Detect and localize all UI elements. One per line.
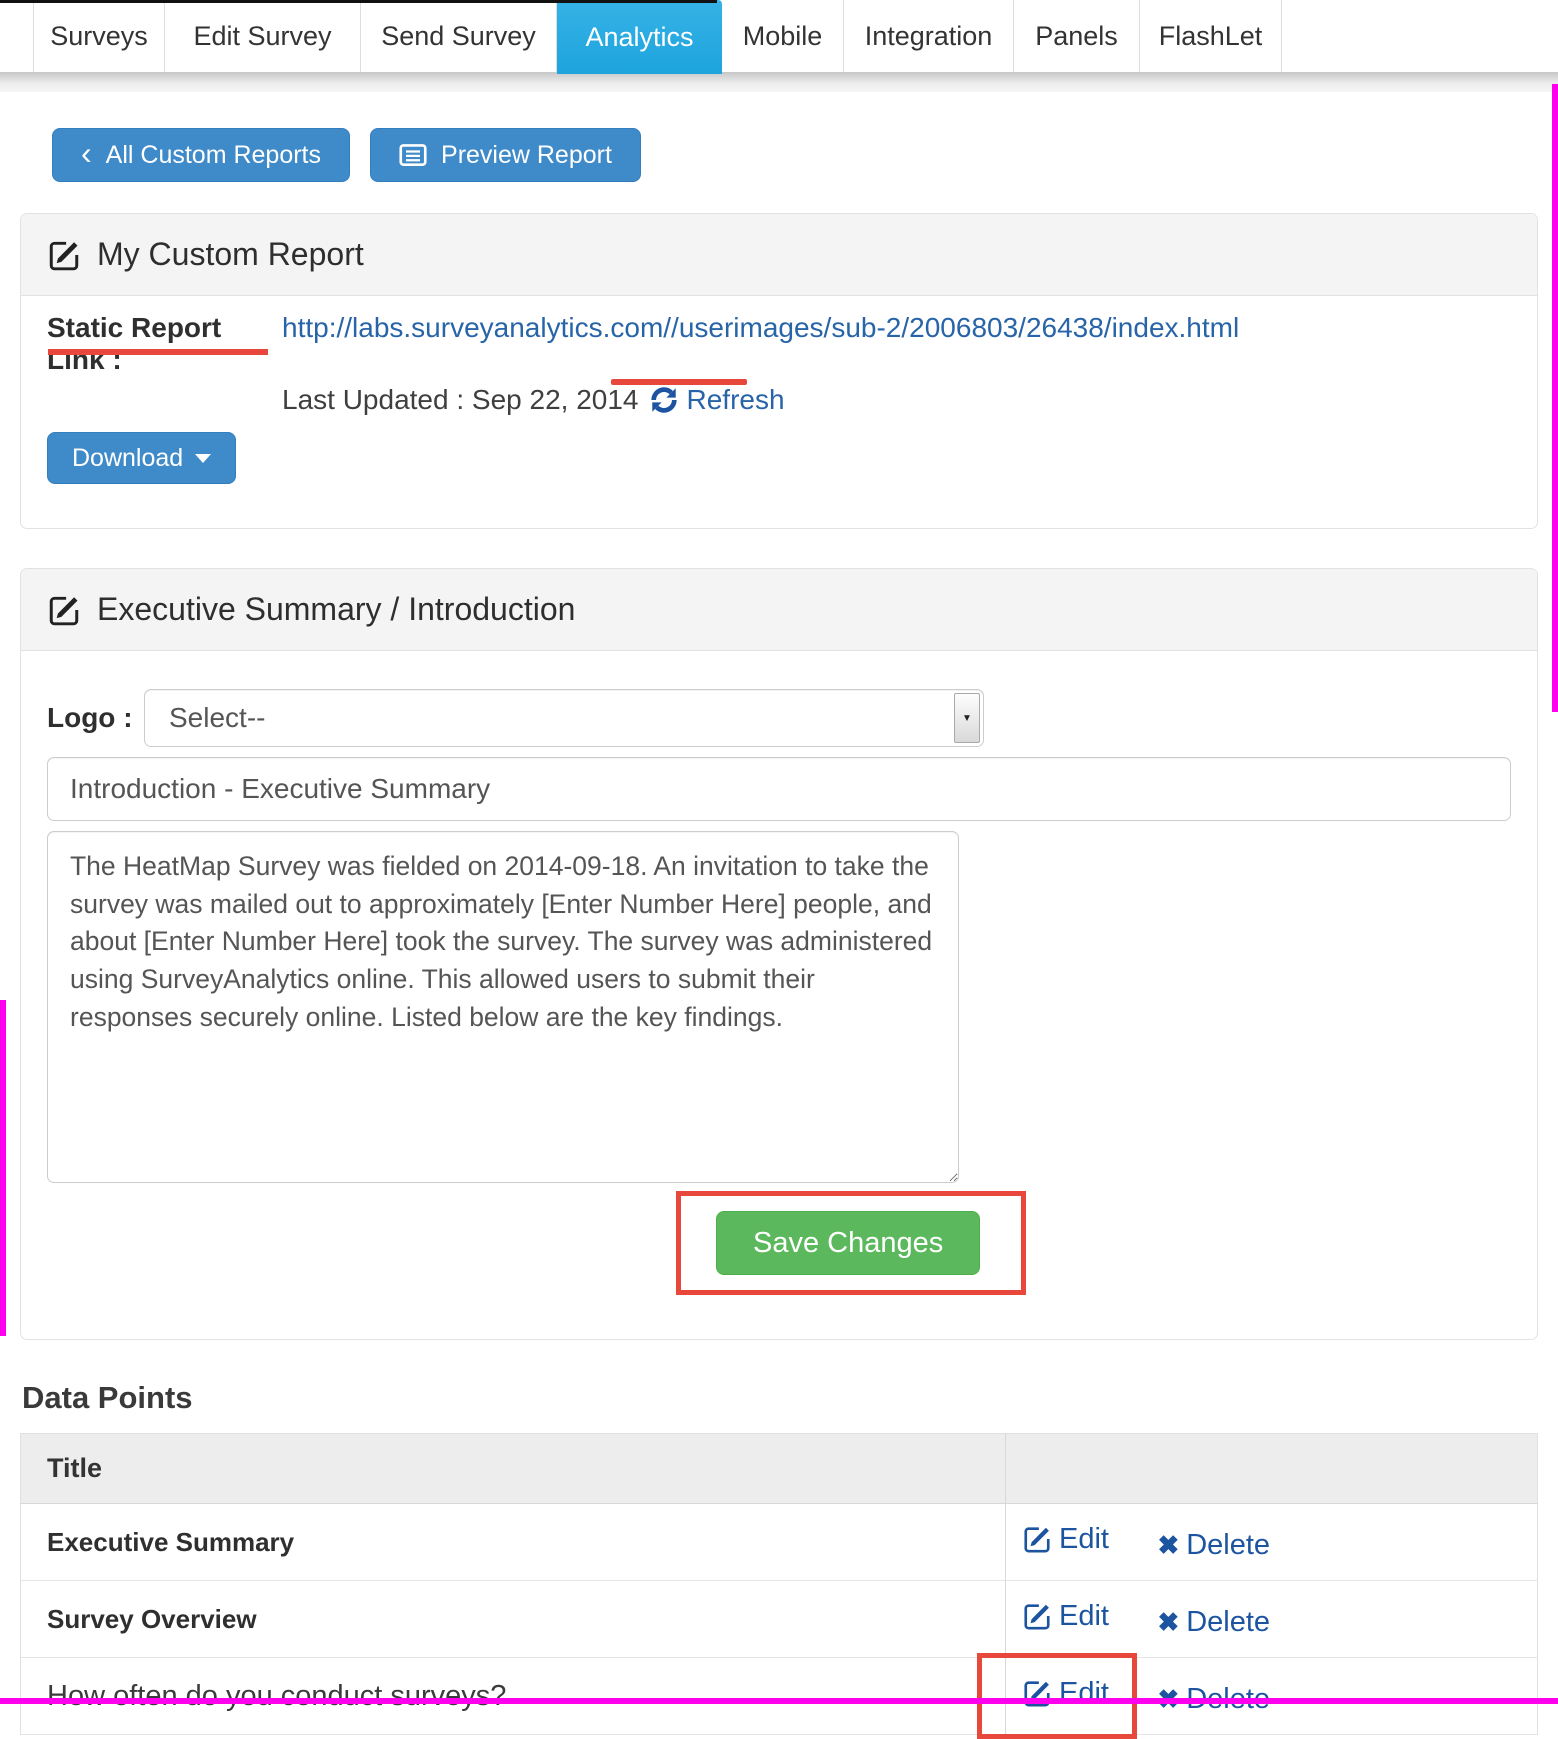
tab-analytics[interactable]: Analytics: [557, 0, 722, 74]
chevron-left-icon: ‹: [81, 135, 92, 171]
preview-report-label: Preview Report: [441, 140, 612, 169]
preview-report-button[interactable]: Preview Report: [370, 128, 641, 182]
executive-summary-header: Executive Summary / Introduction: [21, 569, 1537, 651]
tab-send-survey[interactable]: Send Survey: [361, 0, 557, 72]
delete-label: Delete: [1186, 1605, 1271, 1638]
last-updated-text: Last Updated : Sep 22, 2014: [282, 384, 639, 415]
executive-summary-body: Logo : Select-- ▼ The HeatMap Survey was…: [21, 651, 1537, 1339]
actions-column-header: [1005, 1433, 1538, 1504]
refresh-icon: [649, 385, 679, 415]
panel-title: Executive Summary / Introduction: [97, 591, 576, 627]
delete-link[interactable]: ✖ Delete: [1157, 1529, 1270, 1562]
download-button[interactable]: Download: [47, 432, 237, 484]
data-points-table: Title Executive Summary Edit ✖ Delete Su…: [20, 1433, 1538, 1739]
static-report-link[interactable]: http://labs.surveyanalytics.com//userima…: [282, 312, 1240, 343]
refresh-link[interactable]: Refresh: [649, 384, 785, 416]
tab-panels[interactable]: Panels: [1014, 0, 1140, 72]
edit-link[interactable]: Edit: [1022, 1523, 1109, 1556]
edit-icon: [47, 238, 81, 272]
panel-title: My Custom Report: [97, 236, 364, 272]
intro-text-textarea[interactable]: The HeatMap Survey was fielded on 2014-0…: [47, 831, 959, 1183]
magenta-line-annotation: [0, 1000, 6, 1336]
table-header-row: Title: [20, 1433, 1538, 1504]
delete-link[interactable]: ✖ Delete: [1157, 1606, 1270, 1639]
table-row: Executive Summary Edit ✖ Delete: [20, 1503, 1538, 1581]
row-title: Survey Overview: [20, 1580, 1006, 1658]
delete-label: Delete: [1186, 1528, 1271, 1561]
tab-mobile[interactable]: Mobile: [722, 0, 844, 72]
logo-label: Logo :: [47, 702, 133, 733]
tab-surveys[interactable]: Surveys: [33, 0, 165, 72]
caret-down-icon: [195, 453, 212, 463]
save-changes-button[interactable]: Save Changes: [716, 1211, 981, 1275]
tab-edit-survey[interactable]: Edit Survey: [165, 0, 361, 72]
my-custom-report-body: Static Report Link : http://labs.surveya…: [21, 296, 1537, 528]
delete-x-icon: ✖: [1157, 1530, 1180, 1560]
save-row: Save Changes: [47, 1191, 1511, 1295]
data-points-heading: Data Points: [22, 1380, 193, 1415]
table-row: Survey Overview Edit ✖ Delete: [20, 1580, 1538, 1658]
tab-flashlet[interactable]: FlashLet: [1140, 0, 1282, 72]
tab-integration[interactable]: Integration: [844, 0, 1014, 72]
row-title: How often do you conduct surveys?: [20, 1657, 1006, 1735]
red-underline-annotation: [48, 349, 268, 355]
title-column-header: Title: [20, 1433, 1006, 1504]
list-icon: [399, 141, 427, 169]
table-row: How often do you conduct surveys? Edit ✖…: [20, 1653, 1538, 1739]
main-nav: Surveys Edit Survey Send Survey Analytic…: [0, 0, 1558, 74]
intro-title-input[interactable]: [47, 757, 1511, 821]
window-edge-artifact: [0, 0, 717, 3]
download-label: Download: [72, 443, 184, 472]
edit-label: Edit: [1059, 1522, 1109, 1555]
edit-link[interactable]: Edit: [1022, 1677, 1109, 1710]
edit-icon: [47, 593, 81, 627]
executive-summary-panel: Executive Summary / Introduction Logo : …: [20, 568, 1538, 1340]
static-report-link-label: Static Report Link :: [47, 312, 222, 375]
logo-select[interactable]: Select-- ▼: [144, 689, 984, 747]
edit-icon: [1022, 1601, 1052, 1631]
magenta-line-annotation: [1552, 84, 1558, 712]
row-title: Executive Summary: [20, 1503, 1006, 1581]
magenta-line-annotation: [0, 1698, 1558, 1704]
red-underline-annotation: [611, 379, 747, 385]
edit-label: Edit: [1059, 1676, 1109, 1709]
all-custom-reports-label: All Custom Reports: [105, 140, 322, 169]
toolbar: ‹ All Custom Reports Preview Report: [52, 128, 1558, 182]
my-custom-report-header: My Custom Report: [21, 214, 1537, 296]
nav-shadow-strip: [0, 72, 1558, 92]
select-arrow-icon: ▼: [954, 693, 980, 743]
edit-link[interactable]: Edit: [1022, 1600, 1109, 1633]
refresh-label: Refresh: [686, 384, 785, 415]
delete-x-icon: ✖: [1157, 1607, 1180, 1637]
edit-label: Edit: [1059, 1599, 1109, 1632]
save-annotation-box: Save Changes: [676, 1191, 1027, 1295]
all-custom-reports-button[interactable]: ‹ All Custom Reports: [52, 128, 351, 182]
edit-icon: [1022, 1524, 1052, 1554]
logo-select-value: Select--: [169, 702, 266, 733]
my-custom-report-panel: My Custom Report Static Report Link : ht…: [20, 213, 1538, 529]
